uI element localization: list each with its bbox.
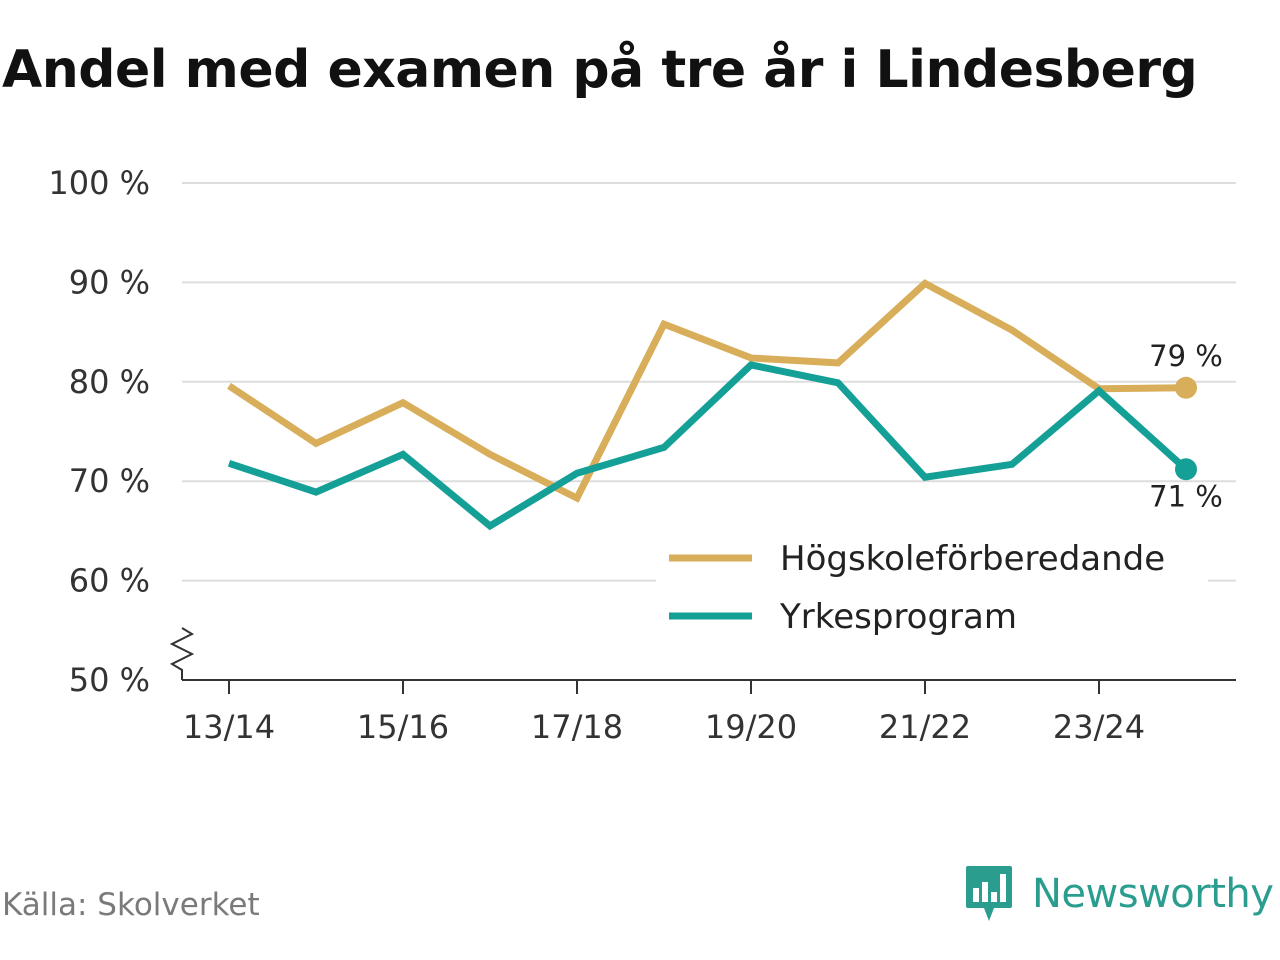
end-label-yrkesprogram: 71 % [1149, 479, 1223, 513]
series-line-yrkesprogram [227, 361, 1189, 531]
series-end-point-hogskoleforberedande [1175, 376, 1197, 399]
y-tick-label-50: 50 % [69, 661, 150, 699]
y-tick-label-60: 60 % [69, 562, 150, 600]
x-tick-label-13-14: 13/14 [183, 708, 275, 746]
series-end-point-yrkesprogram [1175, 458, 1197, 481]
chart-title: Andel med examen på tre år i Lindesberg [2, 40, 1198, 100]
legend-label-1: Yrkesprogram [779, 597, 1017, 637]
x-tick-label-19-20: 19/20 [705, 708, 797, 746]
series-lines [227, 279, 1197, 531]
y-tick-label-90: 90 % [69, 263, 150, 301]
x-tick-label-17-18: 17/18 [531, 708, 623, 746]
end-value-labels: 79 % 71 % [1149, 339, 1223, 514]
x-tick-label-23-24: 23/24 [1053, 708, 1145, 746]
y-tick-label-80: 80 % [69, 363, 150, 401]
y-axis-break-icon [169, 627, 195, 680]
grid-lines [182, 182, 1236, 582]
legend-background [656, 532, 1208, 644]
bar-chart-speech-bubble-icon [966, 866, 1012, 921]
legend: Högskoleförberedande Yrkesprogram [656, 532, 1208, 644]
source-note: Källa: Skolverket [2, 887, 260, 923]
x-axis-tick-labels: 13/14 15/16 17/18 19/20 21/22 23/24 [183, 708, 1145, 746]
legend-label-0: Högskoleförberedande [780, 539, 1165, 579]
line-chart: 50 % 60 % 70 % 80 % 90 % 100 % 13/14 15/16 17/1… [48, 164, 1236, 746]
y-tick-label-70: 70 % [69, 462, 150, 500]
brand-name: Newsworthy [1032, 871, 1274, 917]
series-line-hogskoleforberedande [227, 279, 1187, 503]
y-axis-tick-labels: 50 % 60 % 70 % 80 % 90 % 100 % [48, 164, 150, 699]
brand-logo-group[interactable]: Newsworthy [964, 862, 1274, 926]
end-label-hogskoleforberedande: 79 % [1149, 339, 1223, 373]
x-tick-label-15-16: 15/16 [357, 708, 449, 746]
x-axis [169, 627, 1236, 694]
y-tick-label-100: 100 % [48, 164, 150, 202]
x-tick-label-21-22: 21/22 [879, 708, 971, 746]
